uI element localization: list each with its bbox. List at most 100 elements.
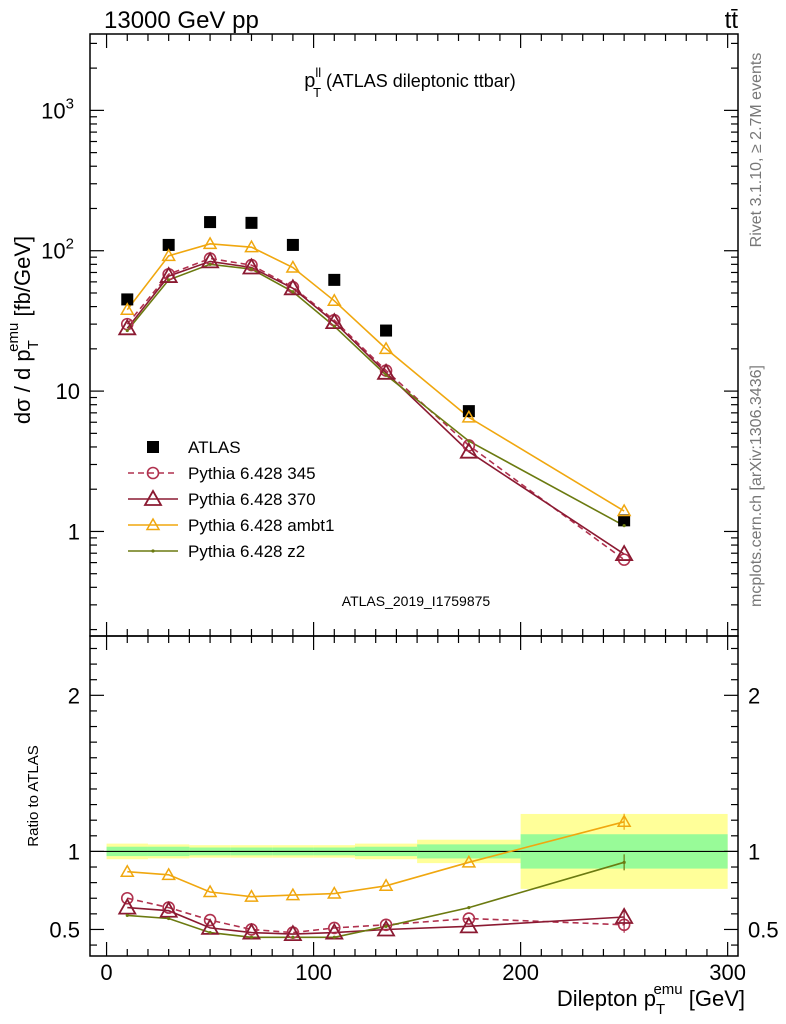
ratio-line-p370 (127, 906, 625, 935)
collision-label: 13000 GeV pp (104, 7, 259, 34)
legend: ATLAS Pythia 6.428 345 Pythia 6.428 370 Pyt… (128, 438, 334, 561)
ratio-point-ambt1 (327, 886, 342, 899)
point-atlas (204, 216, 217, 229)
ratio-y-tick-label: 2 (68, 683, 80, 708)
ratio-point-p370 (159, 900, 179, 918)
point-ambt1 (285, 259, 301, 273)
point-ambt1 (378, 341, 394, 355)
point-ambt1 (119, 302, 135, 315)
point-p370 (324, 312, 344, 330)
point-z2 (384, 373, 388, 377)
y-tick-label: 103 (41, 95, 74, 123)
series-line-p370 (126, 260, 625, 555)
ratio-point-p370 (376, 919, 396, 937)
point-atlas (618, 514, 631, 527)
point-atlas (245, 216, 258, 229)
point-ambt1 (616, 503, 632, 517)
main-plot-title: pll T (ATLAS dileptonic ttbar) (304, 65, 516, 100)
ratio-point-p370 (614, 907, 634, 924)
ratio-plot: 0.5 0.5 1 1 2 2 0 100 200 300 (49, 635, 779, 985)
point-atlas (286, 238, 299, 251)
point-z2 (167, 278, 171, 282)
point-z2 (467, 439, 471, 443)
legend-label-z2: Pythia 6.428 z2 (188, 542, 305, 561)
ratio-point-p370 (283, 924, 303, 942)
ratio-point-ambt1 (244, 889, 259, 902)
point-atlas (328, 273, 341, 286)
point-atlas (380, 324, 393, 337)
ratio-point-p345 (379, 918, 393, 932)
legend-marker-z2 (151, 549, 155, 553)
point-z2 (125, 328, 129, 333)
ratio-point-ambt1 (202, 884, 218, 898)
point-atlas (162, 238, 175, 251)
ratio-y-tick-label: 0.5 (49, 917, 80, 942)
ratio-point-z2 (332, 935, 336, 939)
ratio-point-p345 (203, 913, 217, 927)
point-p370 (614, 544, 634, 561)
point-z2 (332, 324, 336, 328)
ratio-point-ambt1 (378, 878, 394, 892)
legend-label-atlas: ATLAS (188, 438, 241, 457)
rivet-note: Rivet 3.1.10, ≥ 2.7M events (748, 53, 765, 248)
legend-marker-ambt1 (145, 517, 161, 531)
ratio-point-z2 (622, 860, 626, 864)
ratio-y-tick-label-right: 2 (748, 683, 760, 708)
point-z2 (249, 267, 254, 271)
y-tick-label: 1 (68, 519, 80, 544)
x-tick-label: 0 (100, 960, 112, 985)
series-line-p345 (126, 257, 625, 561)
legend-marker-p370 (143, 489, 163, 506)
ratio-point-z2 (125, 913, 129, 918)
legend-label-ambt1: Pythia 6.428 ambt1 (188, 516, 334, 535)
x-tick-label: 300 (709, 960, 746, 985)
ratio-point-ambt1 (616, 814, 632, 828)
process-label: tt̄ (725, 7, 739, 34)
ratio-point-ambt1 (461, 854, 477, 868)
ratio-point-z2 (208, 930, 212, 935)
ratio-point-z2 (467, 906, 471, 910)
point-ambt1 (161, 248, 176, 262)
ratio-plot-frame (89, 635, 739, 957)
point-p370 (117, 318, 137, 336)
point-p370 (200, 251, 220, 269)
ratio-point-p345 (462, 912, 476, 925)
ratio-line-ambt1 (127, 821, 625, 898)
point-z2 (208, 262, 212, 266)
main-plot: pll T (ATLAS dileptonic ttbar) ATLAS_2019… (41, 33, 739, 637)
ratio-point-ambt1 (119, 864, 135, 877)
main-y-axis-title: dσ / d pTemu [fb/GeV] (5, 236, 42, 424)
ratio-point-z2 (167, 916, 171, 921)
ratio-point-ambt1 (285, 887, 301, 901)
ratio-point-p345 (120, 891, 134, 905)
series-line-z2 (126, 263, 625, 527)
ratio-line-p345 (127, 897, 625, 934)
ratio-point-p370 (459, 916, 479, 934)
point-ambt1 (202, 236, 218, 250)
legend-label-p370: Pythia 6.428 370 (188, 490, 316, 509)
ratio-point-z2 (384, 924, 388, 928)
point-z2 (291, 290, 295, 294)
ratio-y-tick-label-right: 0.5 (748, 917, 779, 942)
ratio-point-p345 (327, 921, 341, 935)
point-p370 (241, 257, 262, 275)
ratio-y-axis-title: Ratio to ATLAS (25, 745, 42, 846)
analysis-id: ATLAS_2019_I1759875 (342, 593, 491, 609)
ratio-point-z2 (249, 935, 254, 939)
ratio-point-ambt1 (161, 867, 176, 881)
x-tick-label: 200 (502, 960, 539, 985)
y-tick-label: 10 (56, 379, 80, 404)
legend-marker-atlas (147, 441, 159, 453)
point-ambt1 (244, 239, 259, 253)
ratio-point-z2 (291, 935, 295, 939)
ratio-point-p370 (117, 897, 137, 915)
legend-marker-p345 (146, 466, 160, 480)
x-tick-label: 100 (295, 960, 332, 985)
point-p370 (283, 278, 303, 296)
point-p370 (376, 362, 396, 380)
point-atlas (121, 293, 134, 306)
mcplots-note: mcplots.cern.ch [arXiv:1306.3436] (748, 365, 765, 607)
point-p370 (159, 266, 179, 283)
point-z2 (622, 524, 626, 528)
